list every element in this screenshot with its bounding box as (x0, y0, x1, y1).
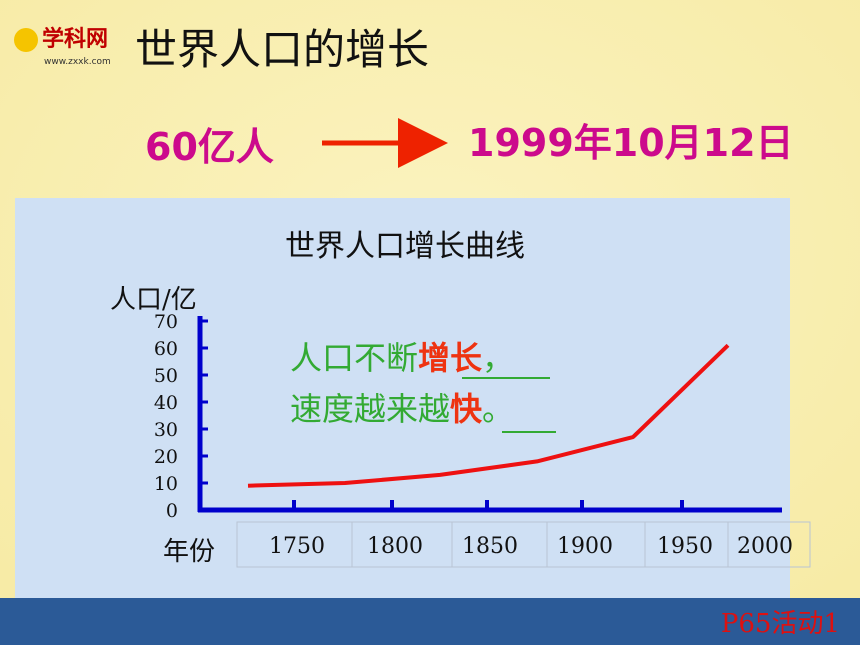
footer-bar (0, 598, 860, 645)
page-title: 世界人口的增长 (135, 25, 429, 74)
y-tick-label: 20 (154, 446, 178, 468)
x-tick-label: 1800 (367, 534, 423, 559)
logo-icon (14, 28, 38, 52)
x-tick-label: 2000 (737, 534, 793, 559)
x-tick-label: 1750 (269, 534, 325, 559)
chart-title: 世界人口增长曲线 (285, 229, 525, 264)
data-line (247, 343, 730, 488)
annotation-answer: 增长 (418, 339, 482, 377)
y-tick-label: 30 (154, 419, 178, 441)
annotation: 速度越来越快。 (290, 390, 514, 428)
fact-date: 1999年10月12日 (468, 121, 794, 165)
y-tick-label: 40 (154, 392, 178, 414)
annotation-text: 人口不断 (290, 339, 418, 377)
y-tick-label: 70 (154, 311, 178, 333)
logo-name: 学科网 (42, 26, 108, 52)
activity-ref: P65活动1 (721, 609, 840, 639)
x-tick-label: 1900 (557, 534, 613, 559)
x-label-table (236, 521, 811, 568)
y-tick-label: 60 (154, 338, 178, 360)
x-tick-label: 1950 (657, 534, 713, 559)
fact-amount: 60亿人 (145, 125, 274, 169)
annotation: 人口不断增长， (290, 339, 514, 377)
x-tick-label: 1850 (462, 534, 518, 559)
y-tick-label: 50 (154, 365, 178, 387)
annotation-text: ， (482, 339, 514, 377)
y-tick-label: 10 (154, 473, 178, 495)
chart: 世界人口增长曲线 人口/亿 年份 人口不断增长， 速度越来越快。 0 10 20 30… (110, 229, 811, 568)
y-axis-label: 人口/亿 (110, 285, 197, 315)
chart-panel (15, 198, 790, 598)
logo: 学科网 www.zxxk.com (14, 26, 111, 67)
logo-url: www.zxxk.com (44, 57, 111, 67)
x-axis-label: 年份 (163, 537, 215, 567)
annotation-text: 。 (482, 390, 514, 428)
annotation-text: 速度越来越 (290, 390, 450, 428)
annotation-answer: 快 (450, 390, 483, 428)
y-tick-label: 0 (166, 500, 178, 522)
